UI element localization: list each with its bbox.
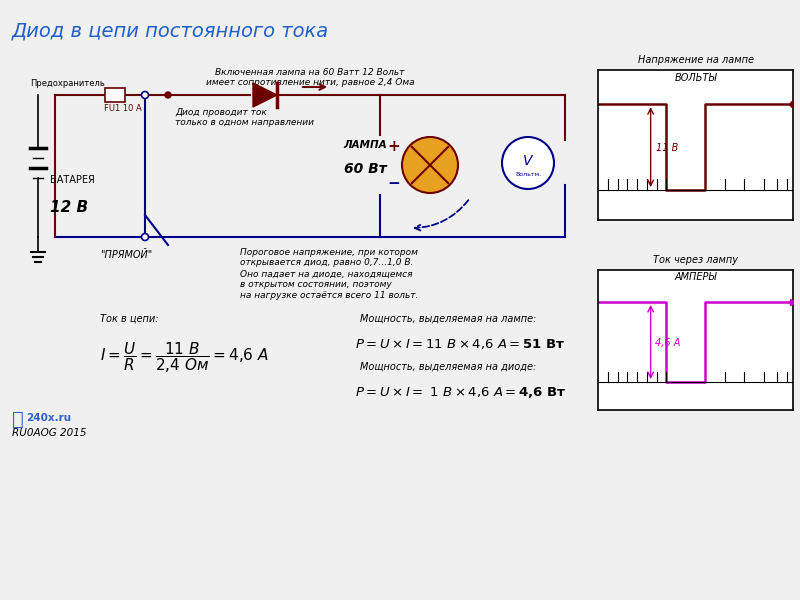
Text: Оно падает на диоде, находящемся
в открытом состоянии, поэтому
на нагрузке остаё: Оно падает на диоде, находящемся в откры… xyxy=(240,270,418,300)
Text: RU0AOG 2015: RU0AOG 2015 xyxy=(12,428,86,438)
Text: FU1 10 A: FU1 10 A xyxy=(104,104,142,113)
Text: +: + xyxy=(387,139,400,154)
Text: "ПРЯМОЙ": "ПРЯМОЙ" xyxy=(100,250,152,260)
Text: $I = \dfrac{U}{R} = \dfrac{11\ B}{2{,}4\ Ом} = 4{,}6\ A$: $I = \dfrac{U}{R} = \dfrac{11\ B}{2{,}4\… xyxy=(100,340,269,375)
Text: 240x.ru: 240x.ru xyxy=(26,413,71,423)
Text: Мощность, выделяемая на лампе:: Мощность, выделяемая на лампе: xyxy=(360,314,536,324)
Text: Ток в цепи:: Ток в цепи: xyxy=(100,314,158,324)
Text: Вольтм.: Вольтм. xyxy=(515,173,541,178)
Text: V: V xyxy=(523,154,533,168)
Text: 12 В: 12 В xyxy=(50,200,88,215)
Circle shape xyxy=(142,233,149,241)
Text: Включенная лампа на 60 Ватт 12 Вольт: Включенная лампа на 60 Ватт 12 Вольт xyxy=(215,68,405,77)
Text: ЛАМПА: ЛАМПА xyxy=(343,140,387,150)
Text: ВОЛЬТЫ: ВОЛЬТЫ xyxy=(674,73,717,83)
Text: Диод проводит ток
только в одном направлении: Диод проводит ток только в одном направл… xyxy=(175,108,314,127)
Circle shape xyxy=(142,91,149,98)
Text: имеет сопротивление нити, равное 2,4 Ома: имеет сопротивление нити, равное 2,4 Ома xyxy=(206,78,414,87)
Text: Пороговое напряжение, при котором
открывается диод, равно 0,7...1,0 В.: Пороговое напряжение, при котором открыв… xyxy=(240,248,418,268)
Text: Диод в цепи постоянного тока: Диод в цепи постоянного тока xyxy=(12,22,330,41)
Text: $P = U \times I = 11\ B \times 4{,}6\ A = \mathbf{51\ Вт}$: $P = U \times I = 11\ B \times 4{,}6\ A … xyxy=(355,337,566,351)
Text: 4,6 А: 4,6 А xyxy=(654,338,680,348)
Text: $P = U \times I = \ 1\ B \times 4{,}6\ A = \mathbf{4{,}6\ Вт}$: $P = U \times I = \ 1\ B \times 4{,}6\ A… xyxy=(355,385,566,400)
Bar xyxy=(105,88,125,102)
Text: АМПЕРЫ: АМПЕРЫ xyxy=(674,272,717,282)
Text: Мощность, выделяемая на диоде:: Мощность, выделяемая на диоде: xyxy=(360,362,536,372)
Circle shape xyxy=(502,137,554,189)
Text: 60 Вт: 60 Вт xyxy=(344,162,386,176)
Text: БАТАРЕЯ: БАТАРЕЯ xyxy=(50,175,94,185)
Circle shape xyxy=(165,92,171,98)
Text: 11 В: 11 В xyxy=(657,143,679,154)
Text: Предохранитель: Предохранитель xyxy=(30,79,105,88)
Circle shape xyxy=(402,137,458,193)
Text: Ток через лампу: Ток через лампу xyxy=(653,255,738,265)
Text: 𝓐: 𝓐 xyxy=(12,410,24,429)
Polygon shape xyxy=(253,83,277,107)
Text: Напряжение на лампе: Напряжение на лампе xyxy=(638,55,754,65)
Text: −: − xyxy=(387,176,400,191)
